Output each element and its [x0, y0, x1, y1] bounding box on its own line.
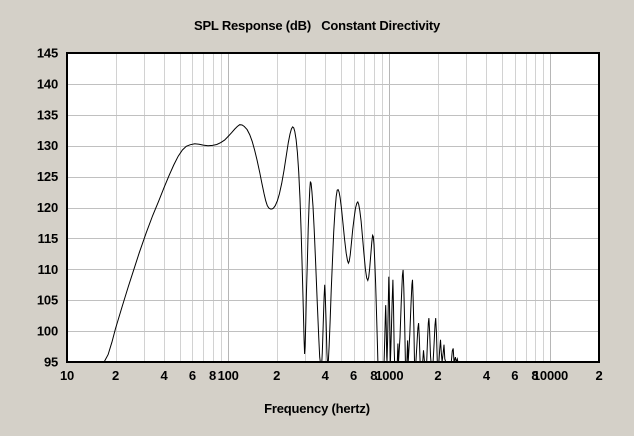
- x-tick-label: 4: [322, 368, 330, 383]
- y-axis-tick-labels: 95 100 105 110 115 120 125 130 135 140 145: [37, 46, 58, 370]
- y-tick-label: 135: [37, 107, 58, 122]
- x-tick-label: 2: [273, 368, 280, 383]
- y-tick-label: 95: [44, 355, 58, 370]
- plot-frame: [66, 52, 600, 363]
- x-tick-label: 6: [350, 368, 357, 383]
- x-tick-label: 2: [112, 368, 119, 383]
- x-axis-title: Frequency (hertz): [264, 401, 370, 416]
- y-tick-label: 115: [38, 231, 58, 246]
- y-tick-label: 130: [37, 138, 58, 153]
- x-tick-label: 2: [434, 368, 441, 383]
- y-tick-label: 125: [37, 169, 58, 184]
- x-tick-label: 4: [161, 368, 169, 383]
- spl-curve: [67, 124, 599, 362]
- x-tick-label: 10000: [533, 368, 568, 383]
- x-tick-label: 10: [60, 368, 74, 383]
- x-tick-label: 100: [218, 368, 239, 383]
- x-tick-label: 6: [511, 368, 518, 383]
- y-tick-label: 120: [37, 200, 58, 215]
- x-tick-label: 2: [595, 368, 602, 383]
- y-tick-label: 110: [38, 262, 58, 277]
- x-tick-label: 8: [531, 368, 538, 383]
- y-tick-label: 100: [37, 324, 58, 339]
- x-tick-label: 8: [370, 368, 377, 383]
- chart-title: SPL Response (dB) Constant Directivity: [193, 18, 441, 33]
- x-tick-label: 6: [189, 368, 196, 383]
- x-tick-label: 1000: [375, 368, 403, 383]
- y-tick-label: 105: [37, 293, 58, 308]
- x-tick-label: 8: [209, 368, 216, 383]
- y-tick-label: 140: [37, 76, 58, 91]
- y-tick-label: 145: [37, 46, 58, 61]
- x-tick-label: 4: [483, 368, 491, 383]
- plot-area: [67, 53, 599, 362]
